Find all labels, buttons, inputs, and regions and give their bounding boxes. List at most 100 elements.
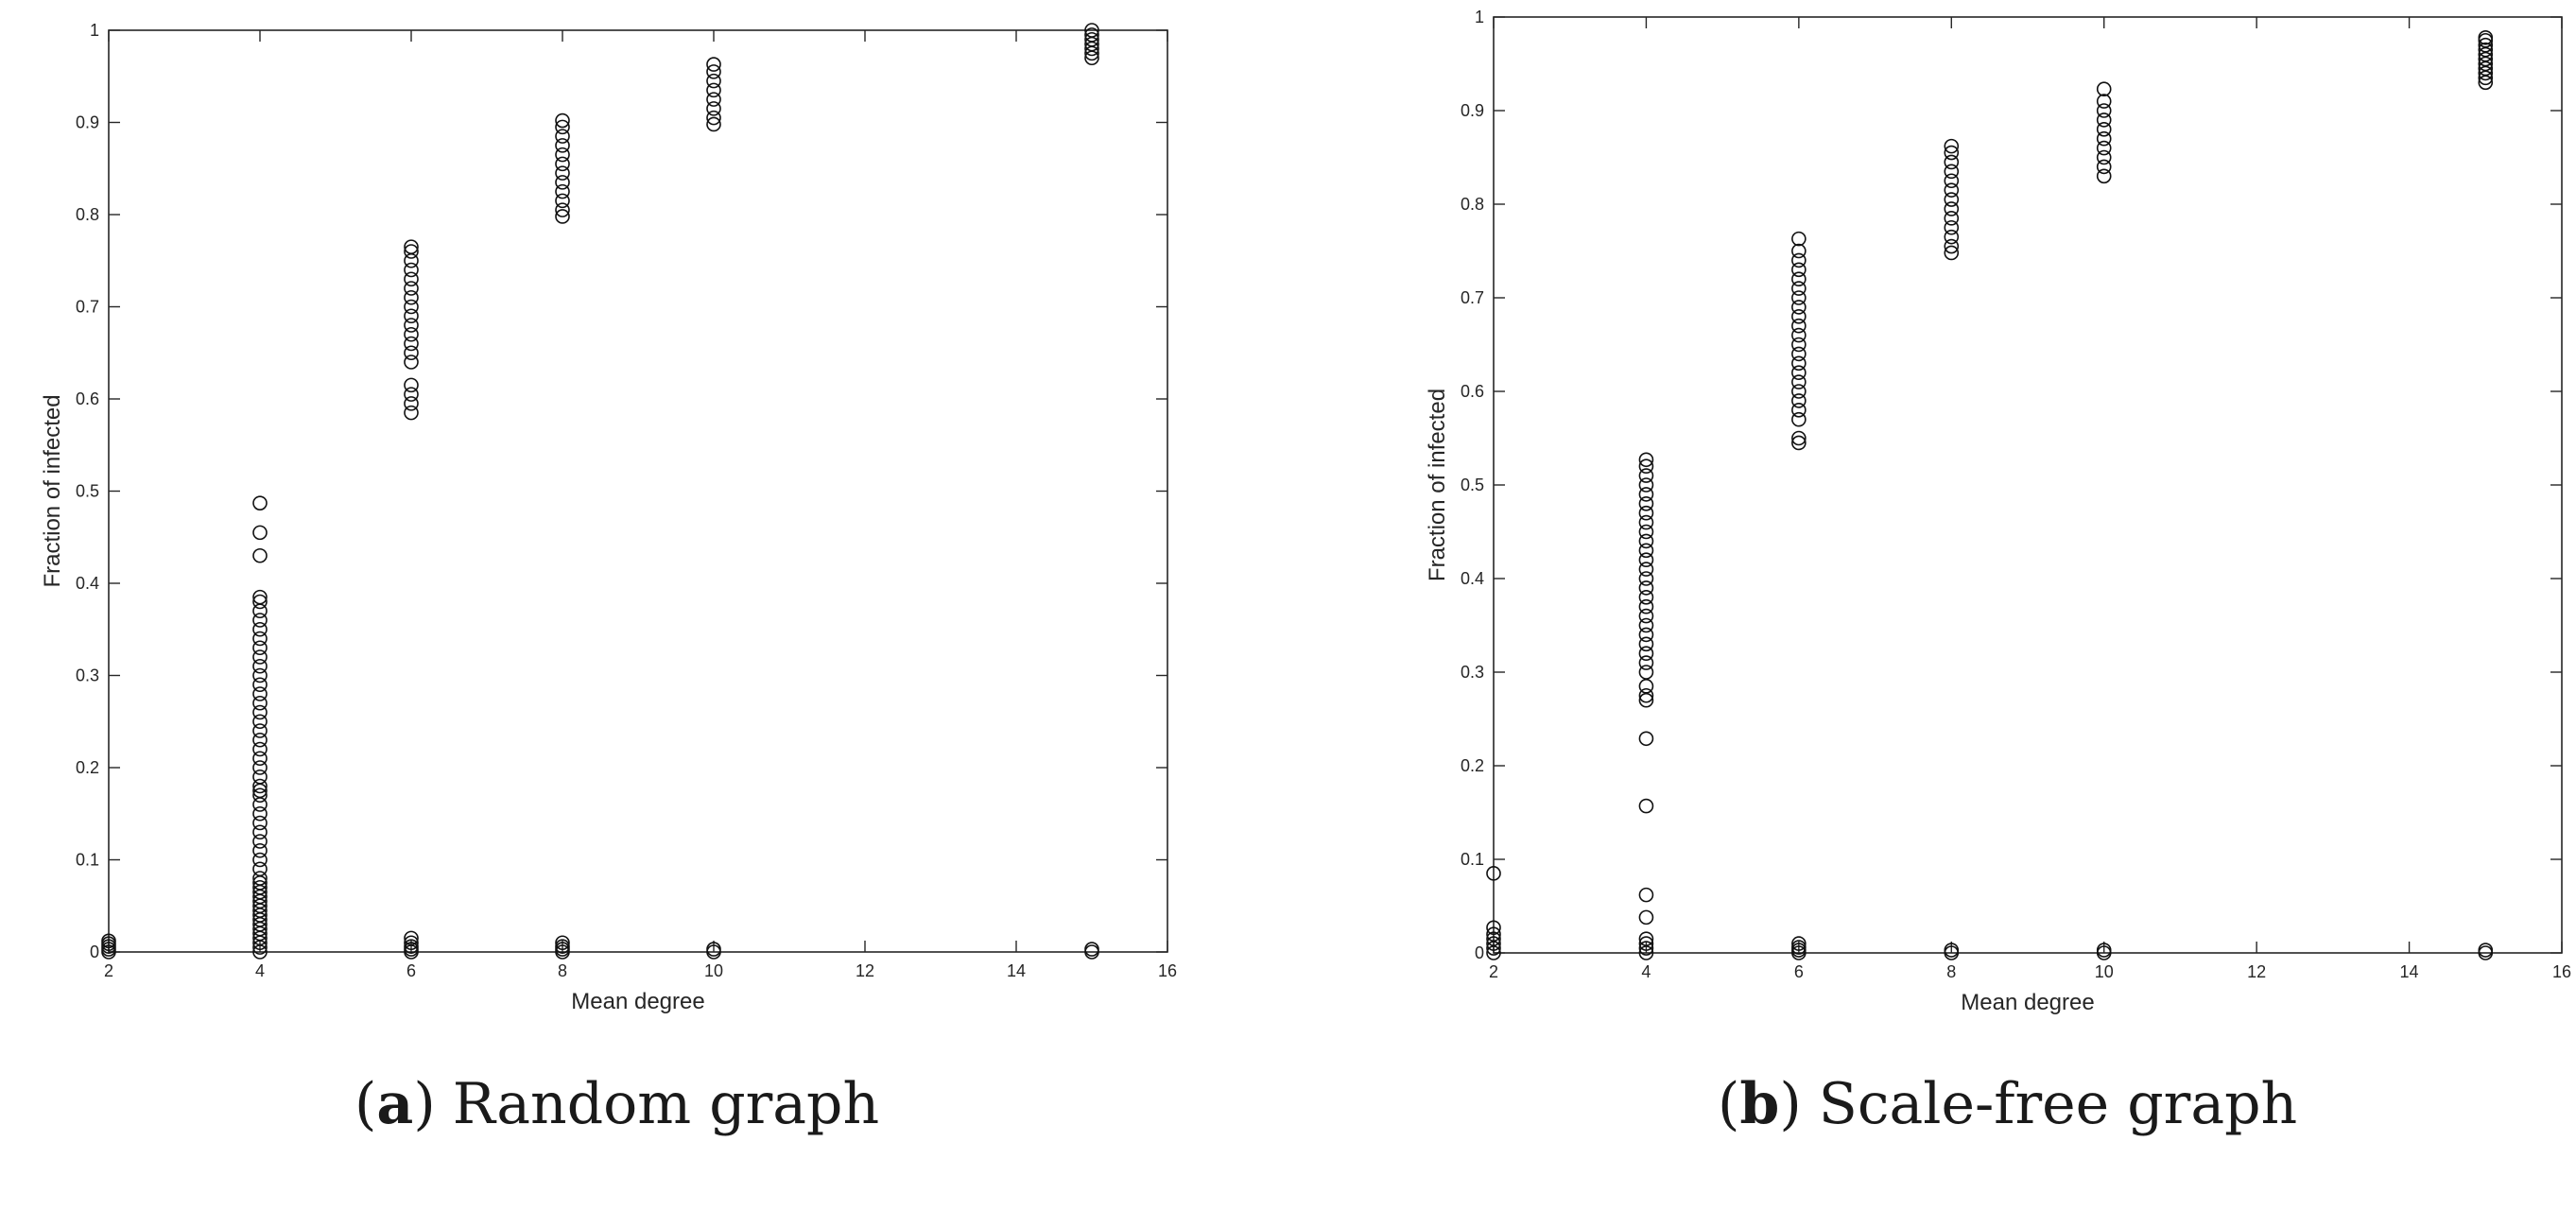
data-point bbox=[1638, 562, 1654, 577]
x-tick-label: 6 bbox=[406, 961, 416, 980]
data-point bbox=[1944, 145, 1960, 161]
data-point bbox=[1944, 211, 1960, 226]
figure-panel-a: 2 4 6 8 10 12 14 16 0 0.1 0.2 0.3 0.4 0.5 0.6 0.7 0.8 0.9… bbox=[40, 21, 1177, 1137]
data-point bbox=[1638, 495, 1654, 511]
data-point bbox=[1791, 430, 1807, 446]
x-axis-label: Mean degree bbox=[1961, 990, 2094, 1015]
data-point bbox=[2478, 37, 2494, 53]
data-point bbox=[555, 183, 570, 199]
data-point bbox=[252, 649, 268, 665]
data-point bbox=[1944, 182, 1960, 198]
data-point bbox=[555, 209, 570, 224]
y-axis-label: Fraction of infected bbox=[40, 394, 65, 587]
data-point bbox=[2096, 140, 2112, 156]
data-point bbox=[1638, 655, 1654, 670]
data-point bbox=[1944, 154, 1960, 170]
x-tick-label: 4 bbox=[1641, 962, 1651, 981]
y-tick-label: 0.1 bbox=[1461, 850, 1484, 869]
data-point bbox=[252, 695, 268, 711]
data-point bbox=[555, 129, 570, 144]
data-point bbox=[1638, 692, 1654, 708]
x-tick-label: 2 bbox=[104, 961, 113, 980]
data-point bbox=[1638, 687, 1654, 703]
scatter-chart-b: 2 4 6 8 10 12 14 16 0 0.1 0.2 0.3 0.4 0.5 0.6 0.7 0.8 0.9… bbox=[1425, 8, 2571, 1015]
data-point bbox=[252, 495, 268, 510]
data-point bbox=[1944, 238, 1960, 254]
data-point bbox=[252, 751, 268, 767]
y-tick-label: 0.4 bbox=[76, 574, 99, 593]
y-axis-label: Fraction of infected bbox=[1425, 389, 1450, 581]
data-point bbox=[1638, 945, 1654, 960]
data-point bbox=[1486, 945, 1501, 960]
caption-b-title: Scale-free graph bbox=[1818, 1071, 2298, 1137]
data-points bbox=[101, 23, 1099, 960]
data-point bbox=[1638, 665, 1654, 680]
data-point bbox=[1791, 435, 1807, 451]
y-tick-label: 0.2 bbox=[1461, 756, 1484, 775]
data-point bbox=[252, 879, 268, 895]
data-point bbox=[1638, 452, 1654, 468]
figure-panel-b: 2 4 6 8 10 12 14 16 0 0.1 0.2 0.3 0.4 0.5 0.6 0.7 0.8 0.9… bbox=[1288, 0, 2576, 1211]
data-point bbox=[555, 175, 570, 190]
data-point bbox=[1638, 458, 1654, 475]
data-point bbox=[1944, 201, 1960, 216]
data-point bbox=[1638, 941, 1654, 956]
data-point bbox=[404, 355, 419, 370]
data-point bbox=[1486, 926, 1501, 943]
y-tick-label: 0 bbox=[1475, 943, 1484, 962]
caption-b: (b) Scale-free graph bbox=[1718, 1071, 2298, 1137]
data-point bbox=[1638, 598, 1654, 614]
data-point bbox=[252, 852, 268, 868]
data-point bbox=[252, 686, 268, 701]
data-point bbox=[404, 308, 419, 324]
y-tick-label: 1 bbox=[90, 21, 99, 40]
data-point bbox=[1638, 477, 1654, 493]
data-point bbox=[555, 156, 570, 172]
data-point bbox=[2478, 29, 2494, 45]
data-point bbox=[252, 640, 268, 656]
data-point bbox=[706, 73, 721, 89]
x-tick-label: 6 bbox=[1794, 962, 1804, 981]
y-tick-label: 1 bbox=[1475, 8, 1484, 26]
data-point bbox=[2478, 943, 2494, 958]
data-point bbox=[1791, 936, 1807, 951]
x-tick-label: 8 bbox=[1946, 962, 1956, 981]
y-tick-label: 0.7 bbox=[76, 298, 99, 317]
data-point bbox=[252, 787, 268, 804]
data-point bbox=[252, 594, 268, 610]
data-point bbox=[1944, 943, 1960, 958]
data-point bbox=[1638, 571, 1654, 586]
data-point bbox=[2478, 65, 2494, 81]
data-point bbox=[555, 202, 570, 217]
data-point bbox=[706, 942, 721, 957]
data-point bbox=[252, 778, 268, 794]
data-point bbox=[1791, 402, 1807, 418]
data-point bbox=[1486, 936, 1501, 951]
data-point bbox=[1638, 505, 1654, 521]
data-point bbox=[252, 677, 268, 693]
data-point bbox=[555, 165, 570, 181]
caption-a-letter: a bbox=[376, 1071, 414, 1137]
data-point bbox=[252, 631, 268, 647]
data-point bbox=[2478, 51, 2494, 67]
y-tick-label: 0.6 bbox=[76, 389, 99, 408]
data-point bbox=[1638, 909, 1654, 926]
data-point bbox=[252, 824, 268, 840]
data-point bbox=[1638, 636, 1654, 652]
data-point bbox=[2096, 122, 2112, 137]
data-point bbox=[555, 939, 570, 954]
data-point bbox=[1791, 374, 1807, 389]
data-point bbox=[404, 281, 419, 296]
data-point bbox=[2096, 81, 2112, 97]
data-point bbox=[2478, 70, 2494, 86]
data-point bbox=[404, 345, 419, 361]
data-point bbox=[404, 387, 419, 402]
data-point bbox=[1638, 798, 1654, 814]
plot-frame bbox=[1493, 16, 2563, 954]
y-tick-label: 0.3 bbox=[1461, 663, 1484, 682]
data-point bbox=[555, 935, 570, 951]
data-point bbox=[1791, 384, 1807, 399]
data-point bbox=[252, 658, 268, 674]
data-point bbox=[706, 64, 721, 79]
y-tick-label: 0.8 bbox=[1461, 195, 1484, 214]
